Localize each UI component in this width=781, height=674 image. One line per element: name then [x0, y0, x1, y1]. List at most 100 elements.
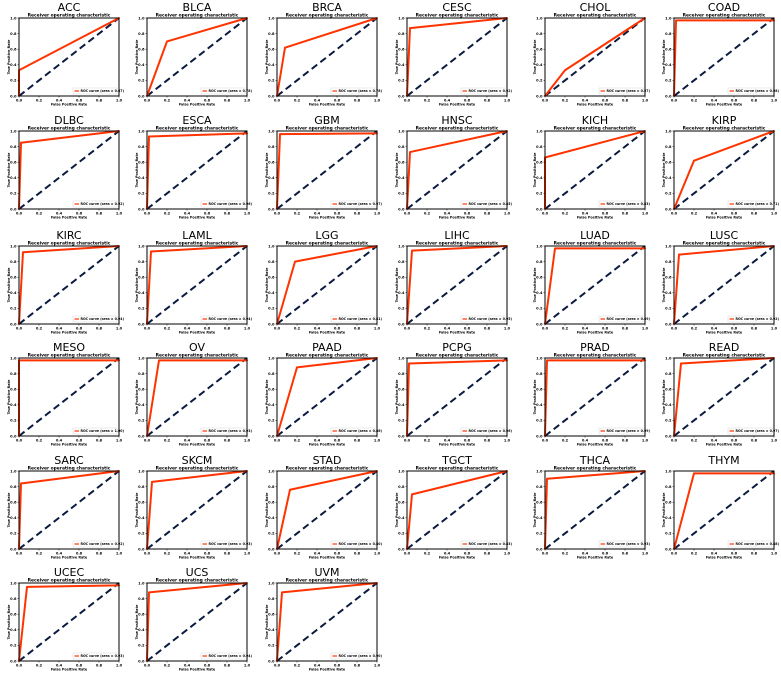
y-tick-label: 0.4 — [536, 63, 543, 67]
y-tick-label: 0.4 — [138, 176, 145, 180]
y-tick-label: 0.4 — [10, 628, 17, 632]
legend-box — [330, 200, 376, 208]
y-tick-label: 0.2 — [665, 192, 672, 196]
x-axis-label: False Positive Rate — [706, 103, 743, 107]
x-tick-label: 0.2 — [691, 99, 698, 103]
legend-box — [72, 427, 118, 435]
legend: ROC curve (area = 0.88) — [727, 540, 779, 548]
x-tick-label: 1.0 — [642, 327, 649, 331]
chance-diagonal — [406, 130, 508, 210]
x-tick-label: 0.8 — [622, 212, 629, 216]
y-tick-label: 0.6 — [398, 388, 405, 392]
chance-diagonal — [146, 582, 248, 662]
y-tick-label: 0.0 — [10, 207, 17, 211]
panel-title: HNSC — [441, 114, 472, 127]
y-tick-label: 0.0 — [398, 547, 405, 551]
legend: ROC curve (area = 0.85) — [460, 200, 512, 208]
x-tick-label: 0.0 — [144, 212, 151, 216]
legend-box — [200, 540, 246, 548]
y-tick-label: 0.0 — [138, 659, 145, 663]
legend-box — [460, 427, 506, 435]
chance-diagonal — [673, 357, 775, 437]
plot-frame — [673, 470, 775, 550]
x-tick-label: 0.8 — [224, 552, 231, 556]
legend: ROC curve (area = 0.78) — [330, 87, 383, 95]
y-tick-label: 0.8 — [665, 145, 672, 149]
y-tick-label: 1.0 — [665, 129, 672, 133]
y-tick-label: 0.4 — [398, 291, 405, 295]
panel-title: SARC — [54, 454, 84, 467]
x-tick-label: 0.8 — [484, 552, 491, 556]
x-tick-label: 0.4 — [56, 439, 63, 443]
panel-title: THYM — [707, 454, 739, 467]
legend-box — [200, 652, 246, 660]
x-tick-label: 0.6 — [334, 99, 341, 103]
chance-diagonal — [276, 17, 378, 97]
roc-subtitle: Receiver operating characteristic — [28, 126, 111, 132]
y-tick-label: 0.0 — [398, 94, 405, 98]
x-tick-label: 1.0 — [116, 552, 123, 556]
y-tick-label: 0.0 — [268, 322, 275, 326]
y-tick-label: 0.8 — [10, 597, 17, 601]
x-tick-label: 0.4 — [444, 212, 451, 216]
roc-point — [150, 250, 152, 253]
x-axis-label: False Positive Rate — [51, 331, 88, 335]
x-tick-label: 1.0 — [244, 327, 251, 331]
x-axis-label: False Positive Rate — [706, 216, 743, 220]
x-tick-label: 0.6 — [731, 439, 738, 443]
roc-curve — [146, 359, 247, 437]
roc-point — [20, 482, 22, 485]
roc-point — [546, 477, 548, 480]
y-tick-label: 0.0 — [268, 434, 275, 438]
x-tick-label: 1.0 — [244, 664, 251, 668]
y-tick-label: 0.2 — [398, 532, 405, 536]
x-tick-label: 0.8 — [622, 552, 629, 556]
y-tick-label: 0.2 — [10, 419, 17, 423]
x-axis-label: False Positive Rate — [309, 216, 346, 220]
x-tick-label: 0.2 — [36, 439, 43, 443]
x-tick-label: 0.4 — [711, 552, 718, 556]
x-tick-label: 1.0 — [642, 439, 649, 443]
x-tick-label: 0.0 — [404, 99, 411, 103]
roc-curve — [18, 584, 120, 662]
panel-title: UCEC — [54, 566, 85, 579]
roc-point — [546, 359, 548, 362]
legend-label: ROC curve (area = 0.78) — [339, 89, 383, 93]
legend: ROC curve (area = 0.96) — [460, 427, 512, 435]
y-tick-label: 1.0 — [138, 581, 145, 585]
y-tick-label: 1.0 — [665, 244, 672, 248]
x-tick-label: 1.0 — [374, 439, 381, 443]
roc-point — [279, 133, 281, 136]
chance-diagonal — [18, 582, 120, 662]
legend: ROC curve (area = 0.92) — [460, 87, 512, 95]
y-tick-label: 0.4 — [398, 176, 405, 180]
x-tick-label: 0.2 — [562, 327, 569, 331]
y-tick-label: 1.0 — [536, 16, 543, 20]
chance-diagonal — [146, 470, 248, 550]
x-tick-label: 0.4 — [444, 552, 451, 556]
y-tick-label: 0.6 — [138, 48, 145, 52]
y-tick-label: 0.6 — [10, 613, 17, 617]
x-tick-label: 0.8 — [622, 439, 629, 443]
y-tick-label: 0.6 — [398, 48, 405, 52]
y-axis-label: True Positive Rate — [265, 39, 269, 74]
y-tick-label: 0.6 — [665, 501, 672, 505]
legend-box — [598, 87, 644, 95]
legend-box — [727, 315, 773, 323]
x-tick-label: 0.2 — [294, 552, 301, 556]
y-tick-label: 0.2 — [536, 532, 543, 536]
x-tick-label: 0.2 — [294, 99, 301, 103]
x-tick-label: 0.4 — [56, 99, 63, 103]
y-tick-label: 0.0 — [398, 434, 405, 438]
x-tick-label: 0.4 — [184, 664, 191, 668]
y-tick-label: 0.2 — [536, 307, 543, 311]
legend-label: ROC curve (area = 1.00) — [81, 429, 125, 433]
legend: ROC curve (area = 0.92) — [72, 540, 124, 548]
y-tick-label: 1.0 — [268, 129, 275, 133]
roc-subtitle: Receiver operating characteristic — [554, 13, 637, 19]
x-tick-label: 0.8 — [224, 664, 231, 668]
